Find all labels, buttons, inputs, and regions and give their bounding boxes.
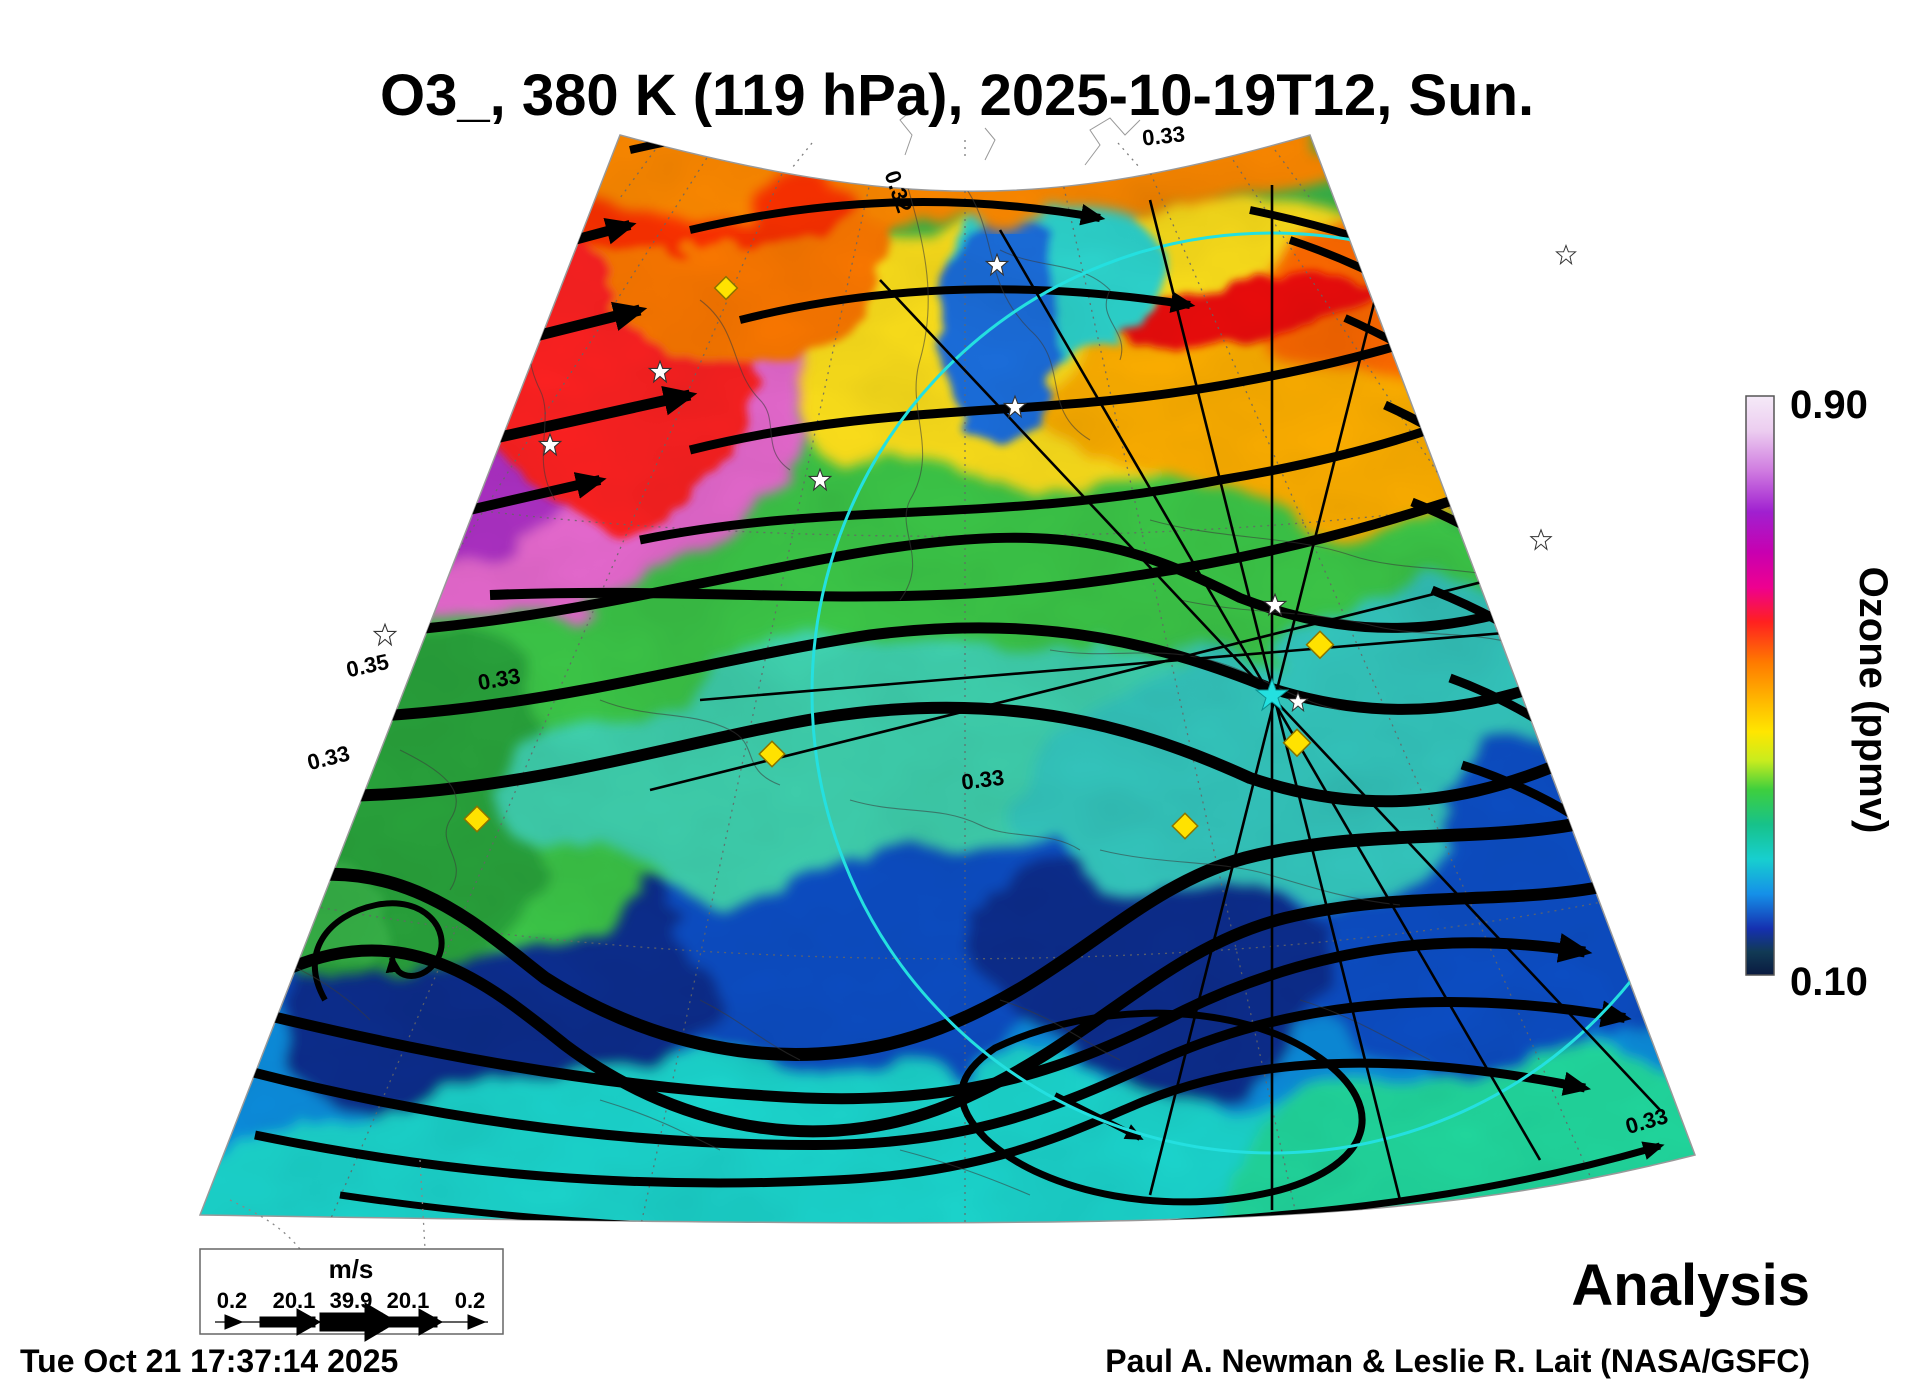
svg-text:0.33: 0.33 xyxy=(960,765,1006,795)
svg-text:20.1: 20.1 xyxy=(273,1288,316,1313)
svg-text:O3_, 380 K (119 hPa), 2025-10-: O3_, 380 K (119 hPa), 2025-10-19T12, Sun… xyxy=(380,63,1534,128)
svg-text:Analysis: Analysis xyxy=(1571,1253,1810,1318)
svg-text:0.2: 0.2 xyxy=(217,1288,248,1313)
svg-text:0.90: 0.90 xyxy=(1790,383,1868,427)
svg-text:20.1: 20.1 xyxy=(387,1288,430,1313)
svg-text:m/s: m/s xyxy=(329,1254,374,1284)
svg-text:Ozone (ppmv): Ozone (ppmv) xyxy=(1851,567,1895,834)
svg-text:Paul A. Newman & Leslie R. Lai: Paul A. Newman & Leslie R. Lait (NASA/GS… xyxy=(1105,1343,1810,1379)
svg-text:Tue Oct 21 17:37:14 2025: Tue Oct 21 17:37:14 2025 xyxy=(20,1343,398,1379)
svg-text:0.10: 0.10 xyxy=(1790,960,1868,1004)
svg-text:0.2: 0.2 xyxy=(455,1288,486,1313)
